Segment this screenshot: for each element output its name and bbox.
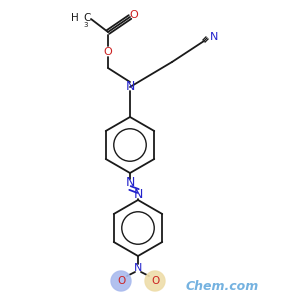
Text: C: C	[83, 13, 90, 23]
Text: N: N	[134, 263, 142, 273]
Text: Chem.com: Chem.com	[185, 280, 259, 293]
Text: O: O	[151, 276, 159, 286]
Circle shape	[145, 271, 165, 291]
Text: O: O	[103, 47, 112, 57]
Text: N: N	[125, 176, 135, 190]
Circle shape	[111, 271, 131, 291]
Text: H: H	[71, 13, 79, 23]
Text: N: N	[133, 188, 143, 202]
Text: 3: 3	[83, 22, 88, 28]
Text: O: O	[117, 276, 125, 286]
Text: O: O	[130, 10, 138, 20]
Text: N: N	[210, 32, 218, 42]
Text: N: N	[125, 80, 135, 94]
